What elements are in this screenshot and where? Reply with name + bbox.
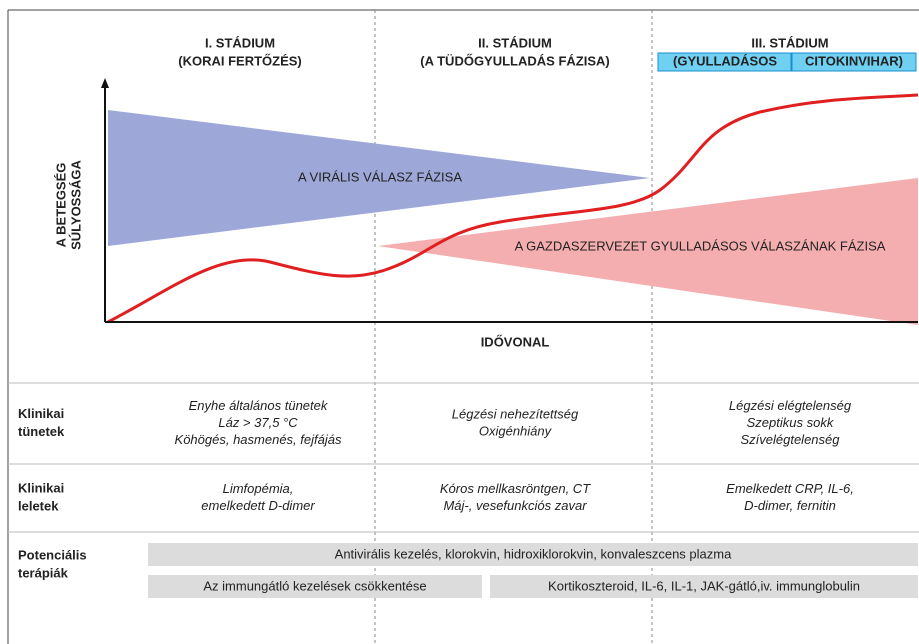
stage-subtitle: (KORAI FERTŐZÉS) [178, 53, 302, 68]
row-label: terápiák [18, 565, 69, 580]
cell-text: Oxigénhiány [479, 423, 553, 438]
selection-highlight [657, 52, 792, 72]
cell-text: Láz > 37,5 °C [218, 415, 298, 430]
row-label: tünetek [18, 424, 65, 439]
severity-curve [107, 93, 919, 324]
host-phase [378, 178, 918, 325]
therapy-text: Antivirális kezelés, klorokvin, hidroxik… [335, 546, 732, 561]
cell-text: Emelkedett CRP, IL-6, [726, 481, 854, 496]
axis-arrow [101, 78, 109, 88]
stage-subtitle: CITOKINVIHAR) [805, 53, 903, 68]
cell-text: emelkedett D-dimer [201, 498, 315, 513]
stage-title: II. STÁDIUM [478, 35, 552, 50]
y-axis-label: A BETEGSÉG [53, 163, 68, 248]
cell-text: Kóros mellkasröntgen, CT [440, 481, 591, 496]
cell-text: Limfopémia, [223, 481, 294, 496]
stage-title: III. STÁDIUM [751, 35, 828, 50]
therapy-bar [148, 575, 482, 598]
row-label: Klinikai [18, 480, 64, 495]
cell-text: Máj-, vesefunkciós zavar [443, 498, 587, 513]
viral-phase [108, 110, 650, 246]
stage-title: I. STÁDIUM [205, 35, 275, 50]
selection-highlight [791, 52, 917, 72]
row-label: Klinikai [18, 406, 64, 421]
x-axis-label: IDŐVONAL [481, 334, 550, 349]
therapy-bar [148, 543, 918, 566]
y-axis-label: SÚLYOSSÁGA [68, 159, 83, 249]
phase-label: A GAZDASZERVEZET GYULLADÁSOS VÁLASZÁNAK … [515, 238, 886, 253]
cell-text: Szeptikus sokk [747, 415, 835, 430]
row-label: leletek [18, 498, 59, 513]
therapy-text: Az immungátló kezelések csökkentése [203, 578, 426, 593]
cell-text: Légzési nehezítettség [452, 406, 579, 421]
cell-text: Szívelégtelenség [740, 432, 840, 447]
cell-text: Légzési elégtelenség [729, 398, 852, 413]
therapy-bar [490, 575, 918, 598]
cell-text: Enyhe általános tünetek [189, 398, 329, 413]
cell-text: D-dimer, fernitin [744, 498, 836, 513]
row-label: Potenciális [18, 547, 87, 562]
therapy-text: Kortikoszteroid, IL-6, IL-1, JAK-gátló,i… [548, 578, 860, 593]
phase-label: A VIRÁLIS VÁLASZ FÁZISA [298, 169, 462, 184]
stage-subtitle: (GYULLADÁSOS [673, 53, 777, 68]
cell-text: Köhögés, hasmenés, fejfájás [175, 432, 342, 447]
stage-subtitle: (A TÜDŐGYULLADÁS FÁZISA) [420, 53, 609, 68]
